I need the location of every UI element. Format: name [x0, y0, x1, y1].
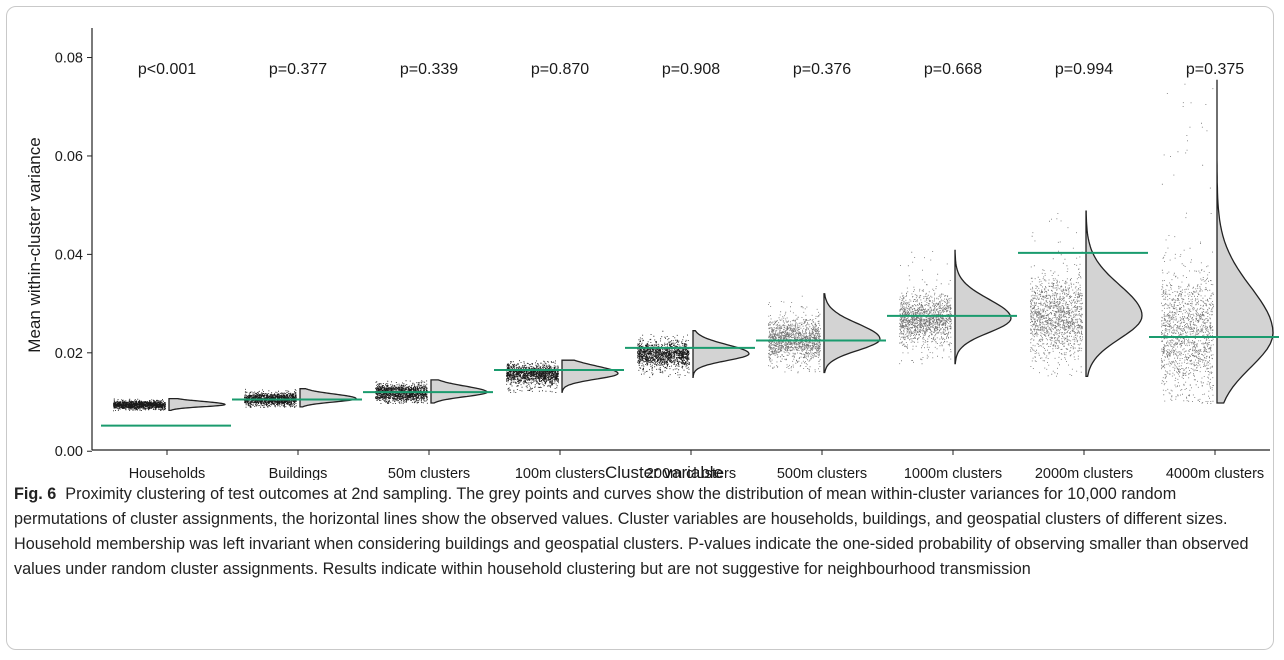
y-axis-title: Mean within-cluster variance — [25, 137, 44, 352]
chart-labels: p<0.001 Households p=0.377 Buildings p=0.339… — [55, 51, 1264, 480]
points-1 — [244, 388, 297, 408]
x-tick-label-7: 2000m clusters — [1035, 466, 1133, 480]
density-5 — [823, 293, 881, 374]
point-cloud-8 — [1161, 83, 1214, 404]
points-7 — [1030, 213, 1083, 377]
density-6 — [954, 249, 1012, 365]
density-1 — [299, 388, 357, 408]
permutation-points — [113, 83, 1214, 412]
point-cloud-1 — [244, 388, 297, 408]
permutation-densities — [168, 79, 1274, 412]
point-cloud-7 — [1030, 213, 1083, 377]
density-4 — [692, 330, 750, 379]
y-tick-label-2: 0.04 — [55, 247, 83, 263]
p-value-label-5: p=0.376 — [793, 61, 851, 78]
points-8 — [1161, 83, 1214, 404]
x-tick-label-4: 200m clusters — [646, 466, 736, 480]
points-0 — [113, 398, 166, 412]
x-tick-label-2: 50m clusters — [388, 466, 470, 480]
p-value-label-7: p=0.994 — [1055, 61, 1113, 78]
caption-label: Fig. 6 — [14, 485, 57, 503]
x-tick-label-5: 500m clusters — [777, 466, 867, 480]
p-value-label-1: p=0.377 — [269, 61, 327, 78]
x-axis-title: Cluster variable — [605, 463, 723, 480]
point-cloud-3 — [506, 360, 559, 393]
x-tick-label-6: 1000m clusters — [904, 466, 1002, 480]
y-tick-label-1: 0.02 — [55, 346, 83, 362]
figure-caption: Fig. 6 Proximity clustering of test outc… — [14, 482, 1270, 582]
x-tick-label-3: 100m clusters — [515, 466, 605, 480]
point-cloud-0 — [113, 398, 166, 412]
point-cloud-4 — [637, 330, 690, 378]
point-cloud-5 — [768, 295, 821, 374]
y-tick-label-3: 0.06 — [55, 149, 83, 165]
p-value-label-2: p=0.339 — [400, 61, 458, 78]
points-4 — [637, 330, 690, 378]
density-8 — [1216, 79, 1274, 404]
observed-lines — [101, 251, 1279, 427]
p-value-label-4: p=0.908 — [662, 61, 720, 78]
x-tick-label-1: Buildings — [269, 466, 328, 480]
axes — [87, 28, 1270, 455]
x-tick-label-0: Households — [129, 466, 206, 480]
p-value-label-6: p=0.668 — [924, 61, 982, 78]
point-cloud-6 — [899, 251, 952, 365]
density-0 — [168, 397, 226, 412]
points-5 — [768, 295, 821, 374]
x-tick-label-8: 4000m clusters — [1166, 466, 1264, 480]
raincloud-chart: p<0.001 Households p=0.377 Buildings p=0.339… — [25, 28, 1279, 480]
density-3 — [561, 359, 619, 393]
y-tick-label-0: 0.00 — [55, 444, 83, 460]
density-7 — [1085, 210, 1143, 378]
points-3 — [506, 360, 559, 393]
p-value-label-0: p<0.001 — [138, 61, 196, 78]
points-6 — [899, 251, 952, 365]
p-value-label-8: p=0.375 — [1186, 61, 1244, 78]
p-value-label-3: p=0.870 — [531, 61, 589, 78]
y-tick-label-4: 0.08 — [55, 51, 83, 67]
caption-text: Proximity clustering of test outcomes at… — [14, 485, 1249, 578]
